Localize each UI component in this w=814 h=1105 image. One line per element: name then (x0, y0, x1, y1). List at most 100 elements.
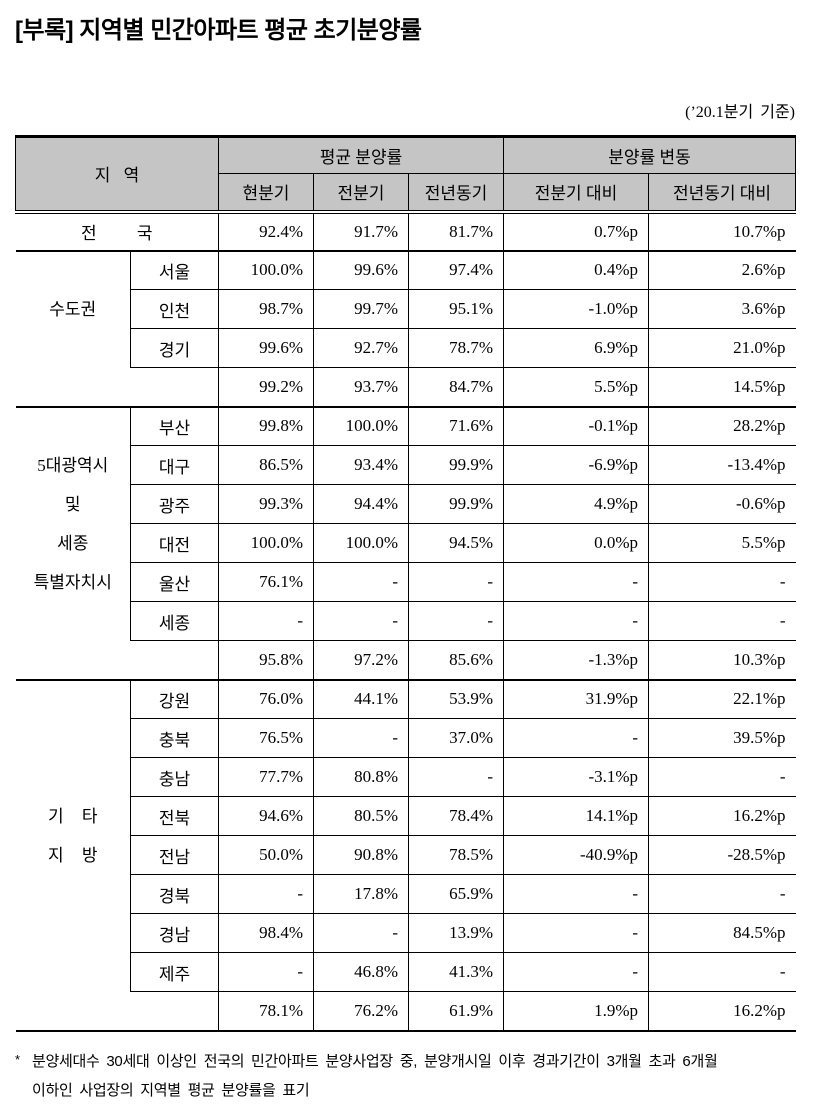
value-cell: - (218, 601, 314, 641)
region-group-label-line: 지 방 (47, 846, 98, 865)
value-cell: 0.4%p (503, 250, 650, 290)
value-cell: 44.1% (313, 679, 409, 719)
region-group-label-line: 5대광역시 (37, 456, 109, 475)
value-cell: 0.7%p (503, 211, 650, 252)
value-cell: 100.0% (313, 406, 409, 446)
footnote-text-2: 이하인 사업장의 지역별 평균 분양률을 표기 (32, 1081, 310, 1099)
value-cell: 76.1% (218, 562, 314, 602)
region-label: 울산 (130, 562, 219, 602)
row-subtotal: 95.8% 97.2% 85.6% -1.3%p 10.3%p (15, 640, 796, 681)
value-cell: 13.9% (407, 913, 505, 953)
table-row: 충북 76.5% -37.0% -39.5%p (16, 718, 796, 758)
subtotal-value-cell: 99.2% (218, 367, 314, 408)
value-cell: 16.2%p (648, 796, 796, 836)
subtotal-value-cell: 61.9% (407, 991, 505, 1032)
value-cell: 99.6% (218, 328, 314, 368)
region-label: 부산 (130, 406, 219, 446)
value-cell: 17.8% (313, 874, 409, 914)
value-cell: 100.0% (218, 523, 314, 563)
row-national-total: 전 국 92.4% 91.7% 81.7% 0.7%p 10.7%p (15, 211, 796, 252)
header-row-subcols: 현분기 전분기 전년동기 전분기 대비 전년동기 대비 (16, 173, 797, 214)
value-cell: 94.5% (407, 523, 505, 563)
value-cell: 22.1%p (648, 679, 796, 719)
subtotal-value-cell: 97.2% (313, 640, 409, 681)
value-cell: 81.7% (407, 211, 505, 252)
table-row: 경남 98.4% -13.9% -84.5%p (16, 913, 796, 953)
value-cell: -6.9%p (503, 445, 650, 485)
value-cell: 76.5% (218, 718, 314, 758)
region-label: 강원 (130, 679, 219, 719)
value-cell: 41.3% (407, 952, 505, 992)
value-cell: 99.9% (407, 445, 505, 485)
value-cell: - (503, 562, 650, 602)
value-cell: -40.9%p (503, 835, 650, 875)
region-group-label-line: 수도권 (49, 300, 97, 319)
value-cell: - (407, 601, 505, 641)
region-label: 경남 (130, 913, 219, 953)
value-cell: 37.0% (407, 718, 505, 758)
value-cell: 99.7% (313, 289, 409, 329)
value-cell: 98.4% (218, 913, 314, 953)
subtotal-value-cell: 10.3%p (648, 640, 796, 681)
value-cell: 77.7% (218, 757, 314, 797)
value-cell: - (648, 952, 796, 992)
value-cell: - (218, 874, 314, 914)
value-cell: - (313, 718, 409, 758)
value-cell: 90.8% (313, 835, 409, 875)
value-cell: 92.4% (218, 211, 314, 252)
value-cell: 46.8% (313, 952, 409, 992)
basis-note: (’20.1분기 기준) (685, 104, 795, 121)
value-cell: 2.6%p (648, 250, 796, 290)
subtotal-value-cell: -1.3%p (503, 640, 650, 681)
col-header-avg-rate: 평균 분양률 (217, 135, 505, 174)
value-cell: 4.9%p (503, 484, 650, 524)
value-cell: 76.0% (218, 679, 314, 719)
region-label: 인천 (130, 289, 219, 329)
value-cell: 93.4% (313, 445, 409, 485)
value-cell: - (313, 562, 409, 602)
value-cell: 97.4% (407, 250, 505, 290)
region-label: 경북 (130, 874, 219, 914)
subtotal-value-cell: 95.8% (218, 640, 314, 681)
value-cell: 53.9% (407, 679, 505, 719)
footnote-marker: * (15, 1051, 20, 1067)
region-label-total: 전 국 (15, 211, 219, 252)
value-cell: 78.4% (407, 796, 505, 836)
footnote: * 분양세대수 30세대 이상인 전국의 민간아파트 분양사업장 중, 분양개시일… (15, 1045, 795, 1105)
value-cell: 10.7%p (648, 211, 796, 252)
subtotal-value-cell: 84.7% (407, 367, 505, 408)
table-row: 경북 -17.8% 65.9% - - (16, 874, 796, 914)
subtotal-value-cell: 78.1% (218, 991, 314, 1032)
value-cell: 94.4% (313, 484, 409, 524)
value-cell: 78.7% (407, 328, 505, 368)
row-subtotal: 99.2% 93.7% 84.7% 5.5%p 14.5%p (15, 367, 796, 408)
value-cell: 39.5%p (648, 718, 796, 758)
value-cell: 0.0%p (503, 523, 650, 563)
value-cell: -0.1%p (503, 406, 650, 446)
subtotal-value-cell: 76.2% (313, 991, 409, 1032)
subtotal-spacer (15, 991, 219, 1032)
value-cell: 28.2%p (648, 406, 796, 446)
value-cell: - (218, 952, 314, 992)
value-cell: - (503, 718, 650, 758)
value-cell: 80.5% (313, 796, 409, 836)
value-cell: 84.5%p (648, 913, 796, 953)
region-group-label: 수도권 (15, 250, 131, 368)
subtotal-spacer (15, 640, 219, 681)
subtotal-value-cell: 93.7% (313, 367, 409, 408)
page-title: [부록] 지역별 민간아파트 평균 초기분양률 (15, 17, 422, 44)
value-cell: - (503, 913, 650, 953)
value-cell: 78.5% (407, 835, 505, 875)
value-cell: 5.5%p (648, 523, 796, 563)
value-cell: -13.4%p (648, 445, 796, 485)
value-cell: - (648, 874, 796, 914)
value-cell: -3.1%p (503, 757, 650, 797)
table-row: 대전 100.0% 100.0% 94.5% 0.0%p 5.5%p (16, 523, 796, 563)
table-row: 충남 77.7% 80.8% - -3.1%p - (16, 757, 796, 797)
region-label: 세종 (130, 601, 219, 641)
value-cell: -0.6%p (648, 484, 796, 524)
subtotal-value-cell: 14.5%p (648, 367, 796, 408)
